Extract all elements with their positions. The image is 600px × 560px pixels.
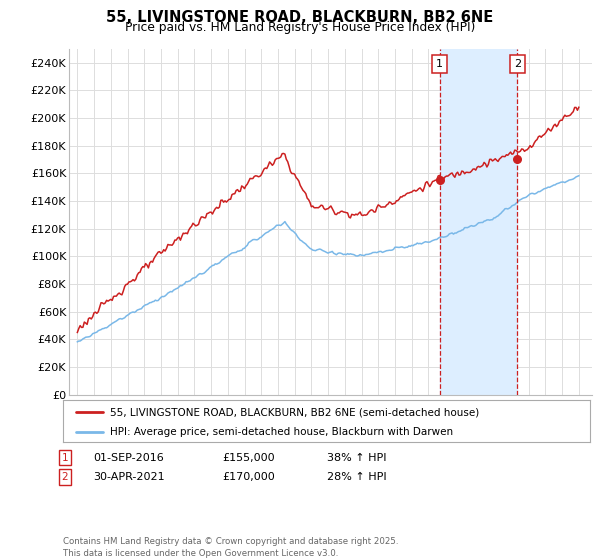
Text: 30-APR-2021: 30-APR-2021	[93, 472, 164, 482]
Text: Contains HM Land Registry data © Crown copyright and database right 2025.
This d: Contains HM Land Registry data © Crown c…	[63, 537, 398, 558]
Text: 1: 1	[436, 59, 443, 69]
Text: 28% ↑ HPI: 28% ↑ HPI	[327, 472, 386, 482]
Bar	[440, 49, 517, 395]
Point	[435, 176, 445, 185]
Text: HPI: Average price, semi-detached house, Blackburn with Darwen: HPI: Average price, semi-detached house,…	[110, 427, 454, 437]
Text: 55, LIVINGSTONE ROAD, BLACKBURN, BB2 6NE (semi-detached house): 55, LIVINGSTONE ROAD, BLACKBURN, BB2 6NE…	[110, 407, 479, 417]
Text: 2: 2	[61, 472, 68, 482]
Text: 01-SEP-2016: 01-SEP-2016	[93, 452, 164, 463]
Text: £155,000: £155,000	[222, 452, 275, 463]
Text: Price paid vs. HM Land Registry's House Price Index (HPI): Price paid vs. HM Land Registry's House …	[125, 21, 475, 34]
Text: 38% ↑ HPI: 38% ↑ HPI	[327, 452, 386, 463]
Text: £170,000: £170,000	[222, 472, 275, 482]
Text: 2: 2	[514, 59, 521, 69]
Text: 1: 1	[61, 452, 68, 463]
Text: 55, LIVINGSTONE ROAD, BLACKBURN, BB2 6NE: 55, LIVINGSTONE ROAD, BLACKBURN, BB2 6NE	[106, 10, 494, 25]
Point	[512, 155, 522, 164]
